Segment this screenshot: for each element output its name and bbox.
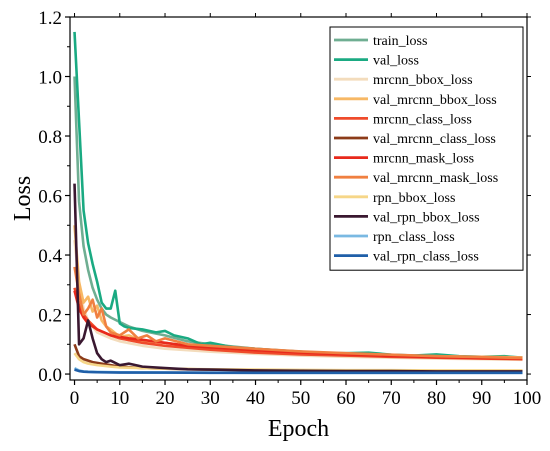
legend-label-train-loss: train_loss: [373, 34, 427, 49]
legend-label-mrcnn-mask-loss: mrcnn_mask_loss: [373, 152, 474, 167]
legend-label-val-rpn-class-loss: val_rpn_class_loss: [373, 250, 479, 265]
y-tick-label: 0.0: [38, 365, 62, 386]
y-tick-label: 0.2: [38, 306, 62, 327]
legend-label-mrcnn-bbox-loss: mrcnn_bbox_loss: [373, 73, 473, 88]
y-tick-label: 1.2: [38, 8, 62, 29]
legend-label-val-mrcnn-bbox-loss: val_mrcnn_bbox_loss: [373, 93, 497, 108]
y-tick-label: 0.4: [38, 246, 62, 267]
legend-label-val-loss: val_loss: [373, 54, 419, 69]
x-tick-label: 100: [513, 388, 542, 409]
y-tick-label: 0.6: [38, 187, 62, 208]
legend: train_loss val_loss mrcnn_bbox_loss val_mrc…: [329, 26, 524, 271]
axes: 0 10 20 30 40 50 60 70 80 90 100 0.0 0.2 0.4 0.6 0.8 1.0…: [38, 8, 541, 409]
x-tick-label: 90: [472, 388, 491, 409]
x-tick-label: 20: [156, 388, 175, 409]
series-line-val-rpn-class-loss: [74, 368, 523, 375]
legend-label-mrcnn-class-loss: mrcnn_class_loss: [373, 112, 472, 127]
legend-label-val-mrcnn-mask-loss: val_mrcnn_mask_loss: [373, 171, 498, 186]
y-tick-label: 0.8: [38, 127, 62, 148]
x-tick-label: 30: [201, 388, 220, 409]
x-tick-label: 10: [110, 388, 129, 409]
x-tick-label: 0: [70, 388, 80, 409]
x-axis-title: Epoch: [268, 416, 329, 442]
series-line-val-mrcnn-mask-loss: [73, 266, 523, 360]
x-tick-label: 50: [291, 388, 310, 409]
legend-label-rpn-bbox-loss: rpn_bbox_loss: [373, 191, 455, 206]
x-tick-label: 80: [427, 388, 446, 409]
plot-frame: [69, 16, 528, 381]
series-line-mrcnn-class-loss: [73, 287, 523, 361]
series-line-val-rpn-bbox-loss: [73, 183, 523, 373]
legend-label-val-rpn-bbox-loss: val_rpn_bbox_loss: [373, 210, 480, 225]
legend-box: [329, 26, 524, 271]
x-tick-label: 40: [246, 388, 265, 409]
series-line-mrcnn-mask-loss: [73, 290, 523, 360]
y-tick-label: 1.0: [38, 68, 62, 89]
y-axis-title: Loss: [10, 176, 36, 221]
legend-label-val-mrcnn-class-loss: val_mrcnn_class_loss: [373, 132, 496, 147]
x-tick-label: 70: [382, 388, 401, 409]
plot-lines: [73, 31, 523, 375]
legend-label-rpn-class-loss: rpn_class_loss: [373, 230, 455, 245]
x-tick-label: 60: [337, 388, 356, 409]
